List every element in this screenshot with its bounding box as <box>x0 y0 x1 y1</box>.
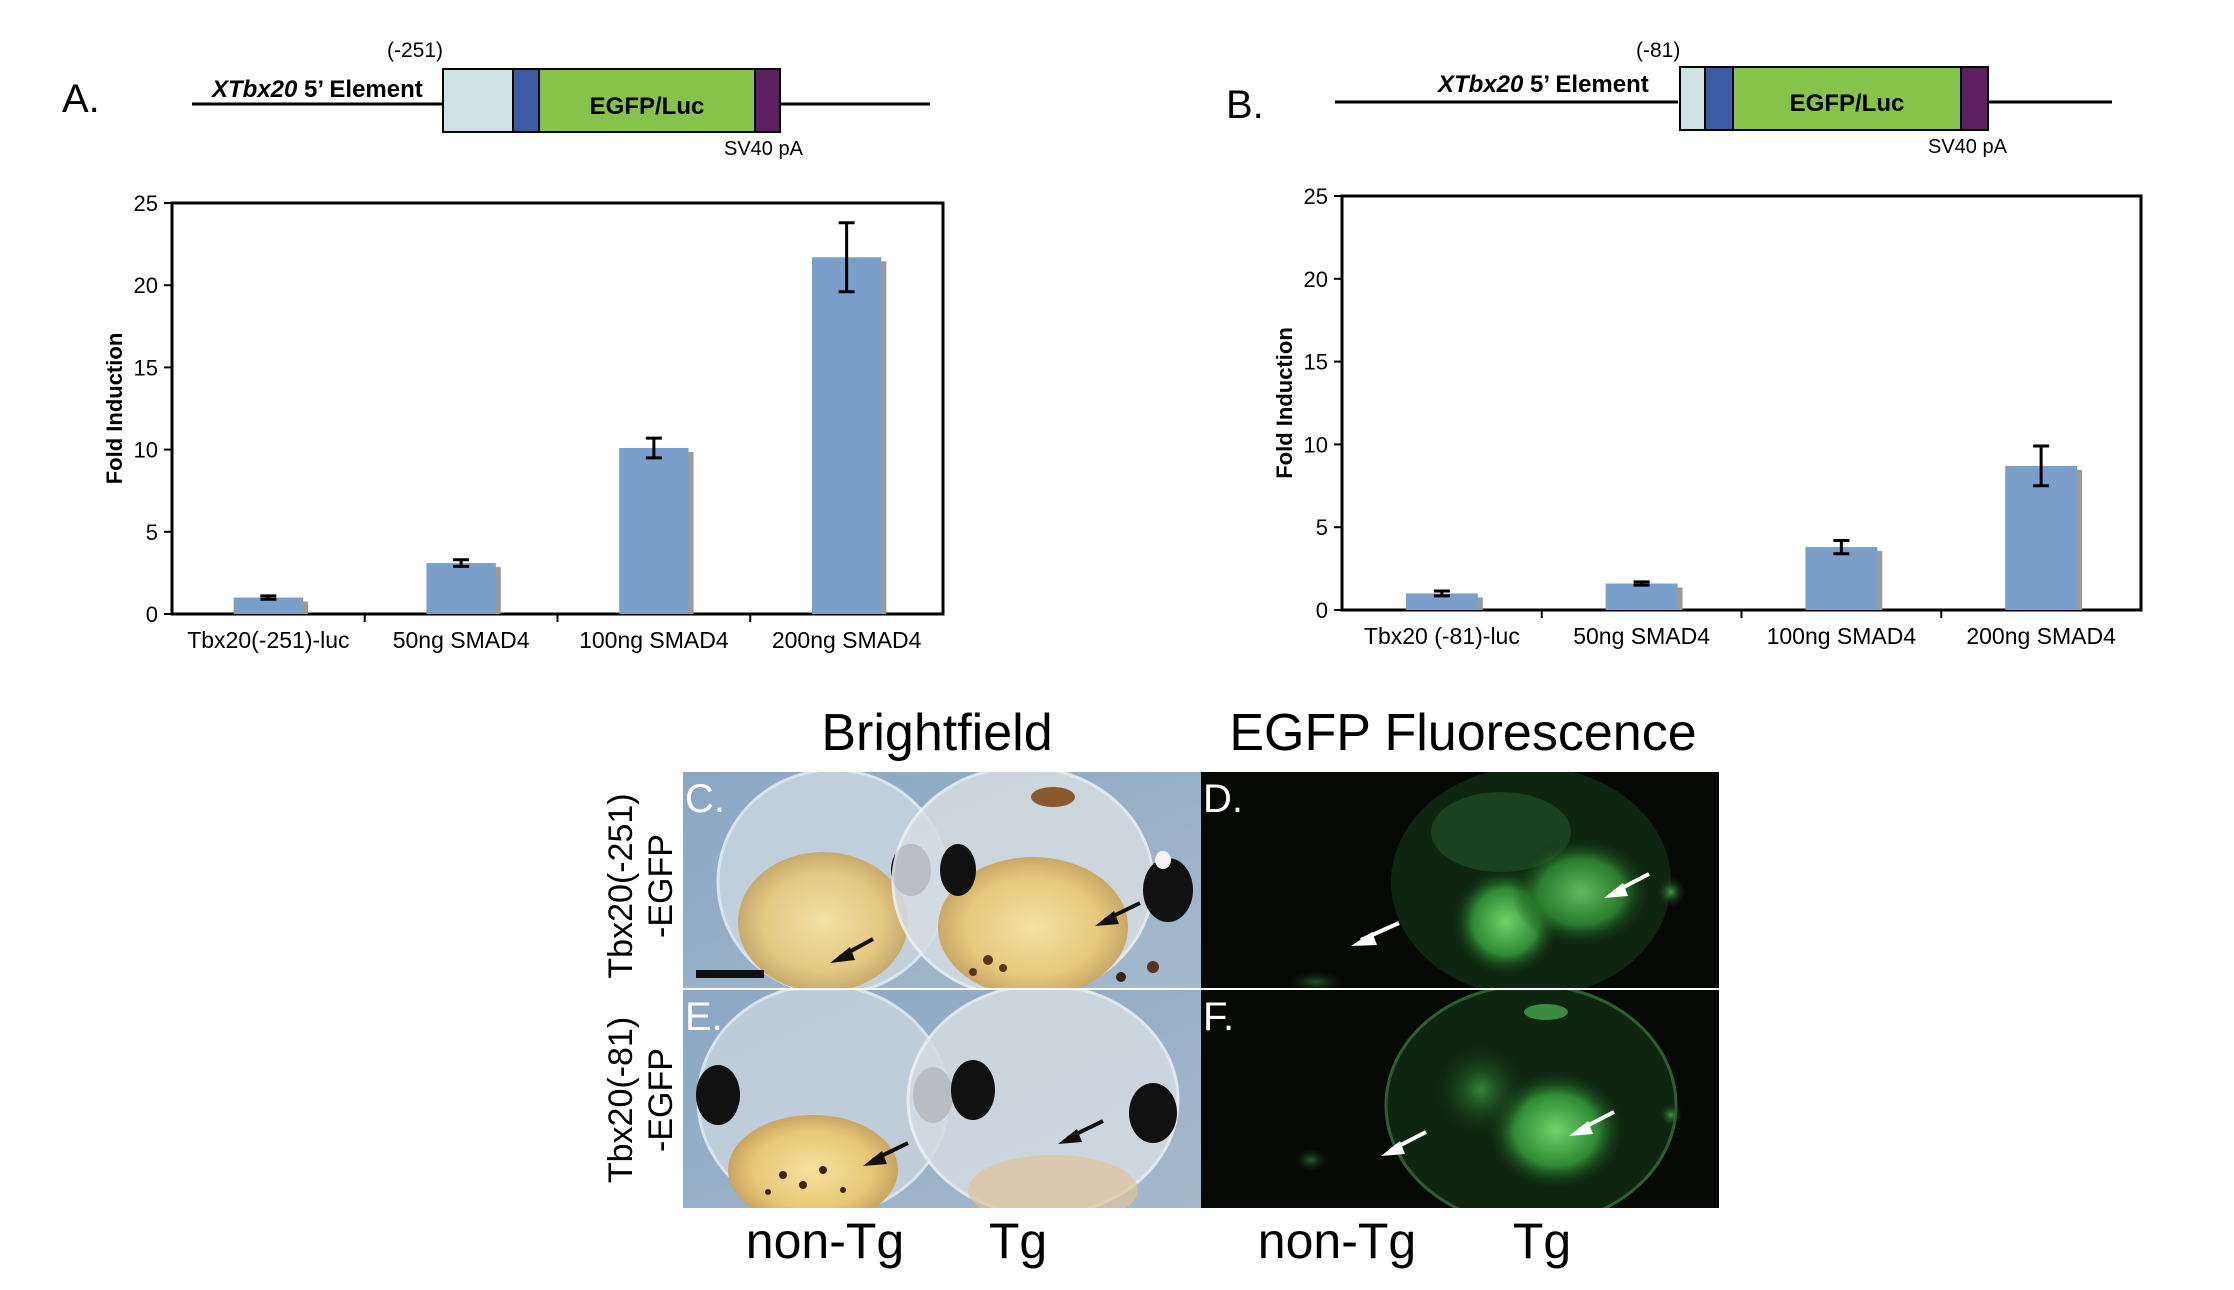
y-tick-label: 10 <box>1304 432 1328 457</box>
header-fluorescence: EGFP Fluorescence <box>1229 704 1696 762</box>
y-axis-label: Fold Induction <box>1272 327 1297 479</box>
bar <box>811 257 882 614</box>
y-tick-label: 15 <box>134 355 158 380</box>
y-tick-label: 0 <box>146 602 158 627</box>
construct-a-gene: XTbx20 <box>210 76 298 103</box>
construct-b-position: (-81) <box>1636 39 1680 62</box>
panel-letter-e: E. <box>685 995 723 1039</box>
y-tick-label: 25 <box>1304 184 1328 209</box>
row2-label-line1: Tbx20(-81) <box>602 1017 640 1183</box>
panel-letter-c: C. <box>685 777 725 821</box>
panel-e-image: E. <box>683 990 1201 1208</box>
x-tick-label: 100ng SMAD4 <box>1767 623 1917 649</box>
panel-letter-a: A. <box>62 77 100 121</box>
construct-a: A. (-251) XTbx20 5’ Element EGFP/Luc SV4… <box>62 39 930 160</box>
bar <box>1405 593 1478 610</box>
row1-label-line2: -EGFP <box>642 834 680 938</box>
row1-label-line1: Tbx20(-251) <box>602 793 640 978</box>
y-tick-label: 25 <box>134 191 158 216</box>
construct-a-position: (-251) <box>387 39 443 62</box>
row2-label-line2: -EGFP <box>642 1048 680 1152</box>
label-bf-tg: Tg <box>989 1213 1047 1269</box>
bar <box>619 447 689 614</box>
chart-b: 0 5 10 15 20 25 Fold Induction Tbx20 (-81)-luc 5… <box>1272 184 2143 649</box>
construct-a-element-label: 5’ Element <box>297 76 422 103</box>
panel-f-image: F. <box>1201 990 1719 1208</box>
label-fl-tg: Tg <box>1513 1213 1571 1269</box>
y-tick-label: 0 <box>1316 598 1328 623</box>
panel-letter-f: F. <box>1203 995 1234 1039</box>
microscopy-panels: Brightfield EGFP Fluorescence Tbx20(-251… <box>602 704 1719 1269</box>
y-tick-label: 10 <box>134 438 158 463</box>
construct-b-element-label: 5’ Element <box>1523 71 1648 98</box>
x-tick-label: 100ng SMAD4 <box>579 627 729 653</box>
construct-b-element: XTbx20 5’ Element <box>1436 71 1649 98</box>
header-brightfield: Brightfield <box>821 704 1052 762</box>
label-fl-non-tg: non-Tg <box>1258 1213 1416 1269</box>
bar <box>2005 465 2078 610</box>
label-bf-non-tg: non-Tg <box>746 1213 904 1269</box>
y-tick-label: 20 <box>134 273 158 298</box>
x-tick-label: Tbx20(-251)-luc <box>187 627 349 653</box>
chart-a: 0 5 10 15 20 25 Fold Induction Tbx20(-251)-luc 5… <box>102 191 945 653</box>
x-tick-label: 50ng SMAD4 <box>393 627 530 653</box>
y-tick-label: 20 <box>1304 267 1328 292</box>
y-tick-label: 15 <box>1304 350 1328 375</box>
construct-b-reporter: EGFP/Luc <box>1790 90 1905 117</box>
y-tick-label: 5 <box>1316 515 1328 540</box>
x-tick-label: 200ng SMAD4 <box>772 627 922 653</box>
x-tick-label: 50ng SMAD4 <box>1573 623 1710 649</box>
construct-a-reporter: EGFP/Luc <box>590 93 705 120</box>
construct-b-gene: XTbx20 <box>1436 71 1524 98</box>
construct-b-polya: SV40 pA <box>1928 136 2008 158</box>
panel-d-image: D. <box>1201 772 1719 988</box>
bar <box>1605 583 1678 610</box>
construct-b: B. (-81) XTbx20 5’ Element EGFP/Luc SV40… <box>1226 39 2112 158</box>
bar <box>233 597 304 614</box>
bar <box>426 563 496 614</box>
construct-a-element: XTbx20 5’ Element <box>210 76 423 103</box>
y-axis-label: Fold Induction <box>102 333 127 485</box>
panel-c-image: C. <box>683 772 1201 988</box>
x-tick-label: Tbx20 (-81)-luc <box>1364 623 1520 649</box>
bar <box>1805 547 1878 610</box>
y-tick-label: 5 <box>146 520 158 545</box>
construct-a-polya: SV40 pA <box>724 138 804 160</box>
panel-letter-b: B. <box>1226 83 1264 127</box>
x-tick-label: 200ng SMAD4 <box>1966 623 2116 649</box>
panel-letter-d: D. <box>1203 777 1243 821</box>
